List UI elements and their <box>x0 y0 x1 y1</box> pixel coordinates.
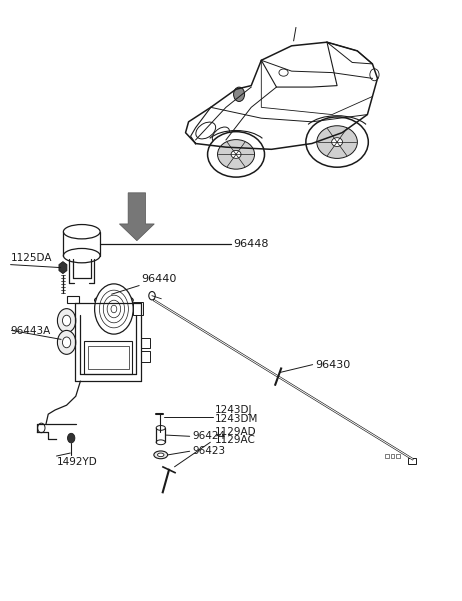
Ellipse shape <box>158 453 164 457</box>
Bar <box>84 341 132 374</box>
Ellipse shape <box>156 426 165 430</box>
Ellipse shape <box>196 122 216 139</box>
Text: 96448: 96448 <box>233 239 269 249</box>
Text: 1125DA: 1125DA <box>11 254 52 263</box>
Circle shape <box>95 284 133 334</box>
Ellipse shape <box>63 248 100 263</box>
Text: 96430: 96430 <box>315 359 350 370</box>
Circle shape <box>38 423 45 433</box>
Bar <box>133 302 143 315</box>
Circle shape <box>234 87 244 102</box>
FancyArrow shape <box>119 193 154 240</box>
Ellipse shape <box>332 138 342 147</box>
Bar <box>391 454 394 459</box>
Bar <box>408 458 416 464</box>
Text: 96443A: 96443A <box>11 326 51 336</box>
Ellipse shape <box>95 294 133 306</box>
Circle shape <box>62 337 71 348</box>
Bar <box>141 351 150 362</box>
Circle shape <box>149 291 155 300</box>
Polygon shape <box>67 296 79 304</box>
Ellipse shape <box>63 225 100 239</box>
Circle shape <box>370 69 379 81</box>
Text: 96423: 96423 <box>192 446 225 456</box>
Bar <box>385 454 389 459</box>
Ellipse shape <box>218 139 255 169</box>
Text: 1129AD: 1129AD <box>215 427 256 437</box>
Text: 1243DM: 1243DM <box>215 414 258 424</box>
Ellipse shape <box>207 132 265 177</box>
Text: 96424: 96424 <box>192 431 225 441</box>
Text: 1492YD: 1492YD <box>56 457 97 467</box>
Ellipse shape <box>156 440 165 445</box>
Ellipse shape <box>231 150 241 158</box>
Text: 96440: 96440 <box>141 274 177 284</box>
Circle shape <box>67 433 75 443</box>
Ellipse shape <box>317 126 358 159</box>
Circle shape <box>57 331 76 355</box>
Bar <box>141 338 150 349</box>
Ellipse shape <box>279 69 288 76</box>
Circle shape <box>57 309 76 332</box>
Ellipse shape <box>306 117 368 167</box>
Ellipse shape <box>154 451 168 459</box>
Circle shape <box>62 315 71 326</box>
Bar <box>396 454 400 459</box>
Polygon shape <box>59 261 67 273</box>
Bar <box>88 346 128 369</box>
Ellipse shape <box>213 127 230 142</box>
Text: 1243DJ: 1243DJ <box>215 405 252 415</box>
Text: 1129AC: 1129AC <box>215 435 256 445</box>
